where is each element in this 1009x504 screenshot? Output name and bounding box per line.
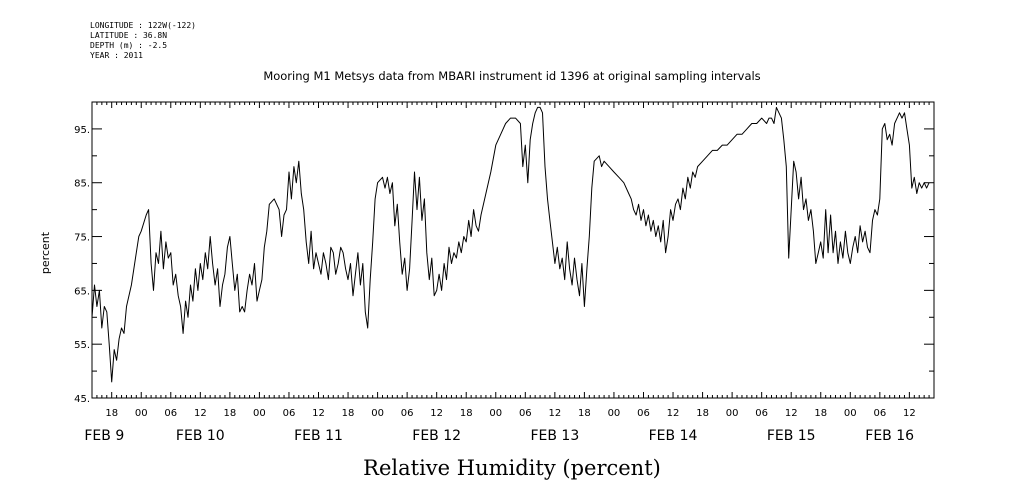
y-tick-label: 55. [74,340,90,351]
x-day-label: FEB 11 [294,428,343,444]
x-tick-label: 12 [548,408,561,419]
x-axis-ticks: 18 00 06 12 18 00 06 12 18 00 06 12 18 00 06 12 18 00 06 12… [84,102,935,444]
x-tick-label: 12 [430,408,443,419]
x-tick-label: 12 [903,408,916,419]
x-day-label: FEB 14 [649,428,698,444]
x-tick-label: 18 [224,408,237,419]
x-tick-label: 06 [283,408,296,419]
x-axis-label: Relative Humidity (percent) [363,456,661,480]
x-tick-label: 18 [342,408,355,419]
y-tick-label: 85. [74,179,90,190]
y-tick-label: 95. [74,125,90,136]
x-day-label: FEB 16 [865,428,914,444]
x-day-label: FEB 10 [176,428,225,444]
metadata-latitude: LATITUDE : 36.8N [90,31,167,40]
x-tick-label: 18 [460,408,473,419]
x-tick-label: 00 [253,408,266,419]
x-tick-label: 00 [608,408,621,419]
x-tick-label: 06 [755,408,768,419]
x-tick-label: 18 [105,408,118,419]
x-tick-label: 06 [873,408,886,419]
metadata-longitude: LONGITUDE : 122W(-122) [90,21,196,30]
x-day-label: FEB 9 [84,428,124,444]
x-day-label: FEB 13 [530,428,579,444]
chart-title: Mooring M1 Metsys data from MBARI instru… [263,69,760,83]
x-tick-label: 00 [371,408,384,419]
x-tick-label: 18 [814,408,827,419]
y-tick-label: 75. [74,233,90,244]
y-tick-label: 65. [74,286,90,297]
series-line [91,106,930,383]
y-tick-label: 45. [74,394,90,405]
x-tick-label: 18 [696,408,709,419]
x-tick-label: 18 [578,408,591,419]
x-tick-label: 06 [519,408,532,419]
x-tick-label: 00 [844,408,857,419]
x-tick-label: 12 [667,408,680,419]
x-tick-label: 12 [312,408,325,419]
metadata-year: YEAR : 2011 [90,51,143,60]
plot-frame [91,101,935,399]
y-axis-label: percent [39,231,52,274]
x-tick-label: 06 [164,408,177,419]
x-tick-label: 00 [726,408,739,419]
metadata-depth: DEPTH (m) : -2.5 [90,41,167,50]
x-tick-label: 06 [637,408,650,419]
x-tick-label: 12 [785,408,798,419]
y-axis-ticks: 45. 55. 65. 75. 85. 95. [74,101,934,405]
x-tick-label: 00 [489,408,502,419]
x-day-label: FEB 12 [412,428,461,444]
x-day-label: FEB 15 [767,428,816,444]
series-group [91,106,930,383]
x-tick-label: 00 [135,408,148,419]
x-tick-label: 12 [194,408,207,419]
x-tick-label: 06 [401,408,414,419]
